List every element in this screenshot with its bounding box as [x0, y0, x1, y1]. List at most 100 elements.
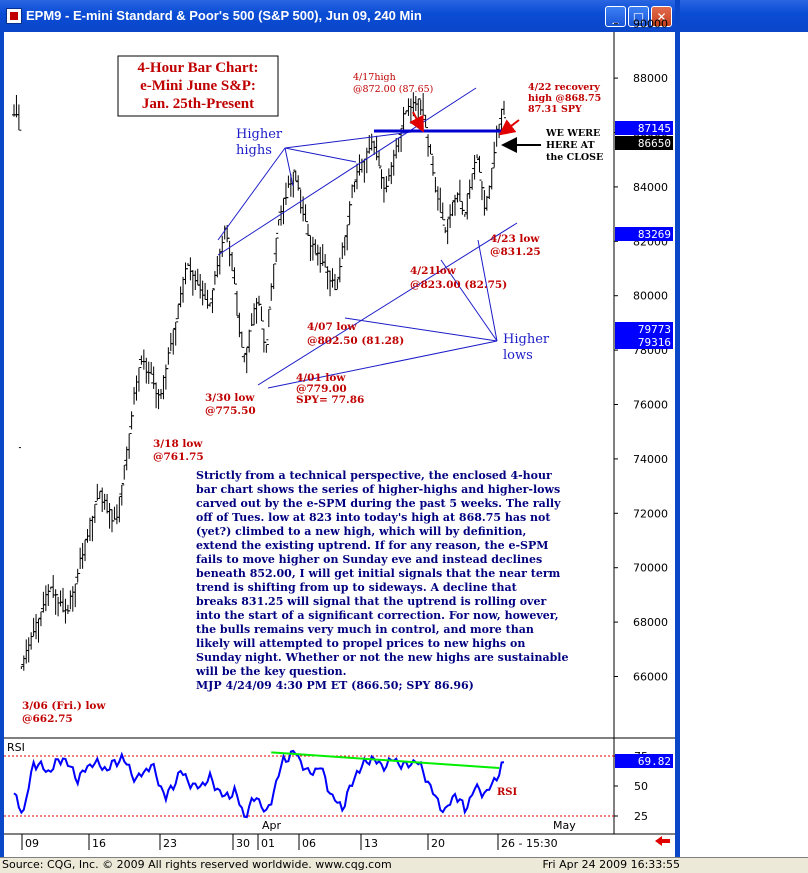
price-bar: [117, 493, 122, 523]
annotation-line: lows: [503, 348, 533, 363]
price-bar: [271, 253, 276, 290]
annotation-line: @775.50: [205, 405, 256, 417]
time-tick-label: 06: [302, 837, 316, 850]
chart-title-line-3: Jan. 25th-Present: [142, 96, 254, 112]
window-frame-left: [0, 32, 4, 858]
price-tick-label: 88000: [633, 72, 668, 85]
rsi-line: [13, 749, 505, 819]
annotation-line: 3/30 low: [205, 392, 255, 404]
price-bar: [149, 361, 154, 384]
chart-title-line-1: 4-Hour Bar Chart:: [137, 60, 258, 76]
price-tick-label: 74000: [633, 453, 668, 466]
rsi-value-tag-label: 69.82: [638, 755, 671, 768]
annotation-line: @872.00 (87.65): [353, 84, 433, 95]
price-bar: [475, 154, 480, 164]
annotation-line: @779.00: [296, 383, 347, 395]
rsi-value-tag: [615, 754, 673, 768]
price-bar: [259, 303, 264, 330]
price-bar: [377, 150, 382, 169]
price-bar: [440, 202, 445, 226]
price-bar: [242, 346, 247, 363]
minimize-button[interactable]: _: [605, 6, 626, 27]
price-bar: [83, 538, 88, 562]
annotation-line: 4/01 low: [296, 372, 346, 384]
annotation-line: highs: [236, 143, 272, 158]
rsi-tick-label: 50: [634, 780, 648, 793]
price-bar: [457, 179, 462, 210]
red-arrow: [498, 119, 520, 136]
price-tag-label: 86650: [638, 137, 671, 150]
price-tick-label: 76000: [633, 399, 668, 412]
price-bar: [396, 133, 401, 153]
commentary-line: likely will attempted to propel prices t…: [196, 637, 525, 650]
annotation-line: HERE AT: [546, 140, 595, 151]
annotation-line: 3/18 low: [153, 438, 203, 450]
price-tag: [615, 335, 673, 349]
price-bar: [232, 267, 237, 295]
price-bar: [239, 331, 244, 358]
commentary-line: MJP 4/24/09 4:30 PM ET (866.50; SPY 86.9…: [196, 679, 474, 692]
price-bar: [502, 100, 506, 119]
price-tag: [615, 121, 673, 135]
price-bar: [303, 204, 308, 235]
rsi-divergence-line: [271, 751, 500, 769]
time-tick-label: 16: [92, 837, 106, 850]
time-tick-label: 26 - 15:30: [501, 837, 558, 850]
commentary-line: trend is shifting from up to sideways. A…: [196, 581, 518, 594]
price-bar: [244, 346, 249, 374]
price-bar: [450, 200, 455, 217]
annotation-line: Higher: [236, 127, 283, 142]
annotation-line: 4/21low: [410, 265, 457, 277]
annotation-line: @802.50 (81.28): [307, 335, 404, 347]
price-bar: [342, 235, 347, 256]
commentary-line: off of Tues. low at 823 into today's hig…: [196, 511, 551, 524]
price-bar: [36, 617, 41, 643]
price-bar: [122, 459, 127, 486]
price-tag-label: 79773: [638, 323, 671, 336]
price-bar: [276, 211, 281, 239]
price-bar: [16, 104, 21, 449]
window-title-bar[interactable]: EPM9 - E-mini Standard & Poor's 500 (S&P…: [0, 0, 808, 32]
price-bar: [462, 209, 467, 217]
price-tag-label: 79316: [638, 336, 671, 349]
rsi-tick-label: 25: [634, 810, 648, 823]
price-bar: [345, 215, 350, 251]
annotation-a12: 3/06 (Fri.) low@662.75: [22, 700, 106, 725]
time-tick-label: 09: [25, 837, 39, 850]
price-bar: [176, 303, 181, 323]
close-button[interactable]: ✕: [651, 6, 672, 27]
time-month-label: Apr: [262, 819, 282, 832]
price-bar: [119, 482, 124, 506]
status-bar: Source: CQG, Inc. © 2009 All rights rese…: [0, 857, 808, 873]
scroll-left-arrow-icon[interactable]: [655, 836, 670, 846]
higher-lows-line-3: [477, 239, 498, 342]
price-bar: [127, 426, 132, 459]
rsi-series-label: RSI: [497, 787, 518, 798]
price-bar: [445, 216, 450, 245]
price-bar: [38, 608, 43, 627]
timestamp: Fri Apr 24 2009 16:33:55: [542, 858, 680, 871]
annotation-line: 4/07 low: [307, 321, 357, 333]
source-credit: Source: CQG, Inc. © 2009 All rights rese…: [2, 858, 392, 871]
higher-lows-line-4: [267, 340, 498, 389]
price-bar: [208, 298, 212, 307]
annotation-line: 87.31 SPY: [528, 104, 582, 115]
annotation-a5: 4/23 low@831.25: [490, 233, 541, 258]
price-tick-label: 68000: [633, 616, 668, 629]
annotation-a1: 4/17high@872.00 (87.65): [353, 72, 433, 95]
time-tick-label: 01: [261, 837, 275, 850]
price-tick-label: 72000: [633, 507, 668, 520]
price-bar: [313, 239, 318, 256]
commentary-line: Sunday night. Whether or not the new hig…: [196, 651, 568, 664]
price-bar: [136, 359, 141, 392]
maximize-button[interactable]: □: [628, 6, 649, 27]
annotation-a10: 3/30 low@775.50: [205, 392, 256, 417]
price-tick-label: 70000: [633, 562, 668, 575]
time-tick-label: 30: [236, 837, 250, 850]
annotation-line: 4/22 recovery: [528, 82, 600, 93]
annotation-line: 3/06 (Fri.) low: [22, 700, 106, 712]
